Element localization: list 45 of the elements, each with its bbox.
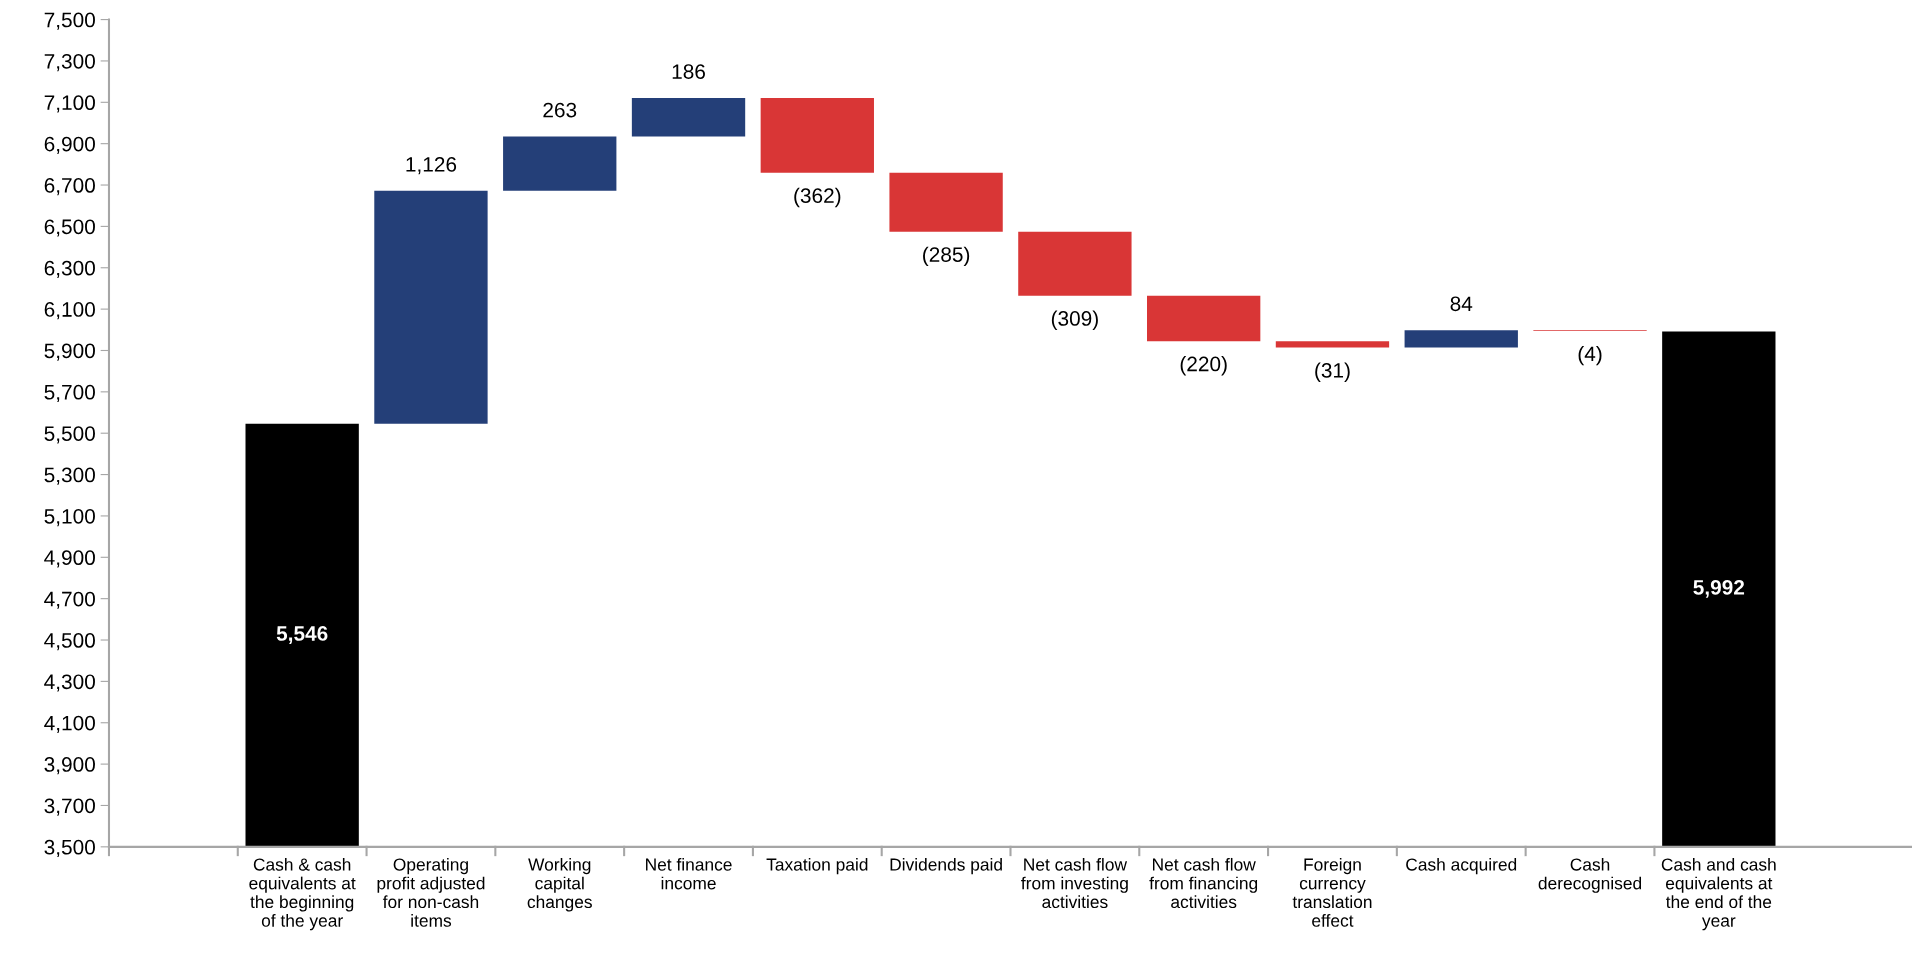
x-tick-label: Dividends paid xyxy=(890,857,1002,875)
data-label: (362) xyxy=(794,187,841,208)
y-tick-label: 4,300 xyxy=(44,674,95,692)
x-tick-label: Foreign currency translation effect xyxy=(1292,857,1372,927)
x-tick-label: Net cash flow from investing activities xyxy=(1021,857,1128,909)
x-tick-label: Cash & cash equivalents at the beginning of the year xyxy=(249,857,356,931)
y-tick-label: 4,700 xyxy=(44,591,95,609)
x-tick-label: Net finance income xyxy=(646,857,732,890)
y-tick-label: 4,500 xyxy=(44,633,95,651)
y-tick-label: 6,700 xyxy=(44,178,95,196)
data-label: (285) xyxy=(923,246,970,267)
x-tick-label: Operating profit adjusted for non-cash items xyxy=(377,857,485,927)
data-label: 186 xyxy=(672,64,705,79)
x-tick-label: Cash and cash equivalents at the end of the year xyxy=(1661,857,1776,931)
y-tick-label: 7,500 xyxy=(44,12,95,30)
y-tick-label: 6,100 xyxy=(44,302,95,320)
y-tick-label: 3,900 xyxy=(44,757,95,775)
y-tick-label: 7,100 xyxy=(44,95,95,113)
y-tick-label: 6,300 xyxy=(44,260,95,278)
data-label: (309) xyxy=(1051,310,1098,330)
data-label: (4) xyxy=(1578,345,1602,366)
data-label: 84 xyxy=(1450,296,1473,312)
data-label: 263 xyxy=(543,102,577,118)
y-tick-label: 4,900 xyxy=(44,550,95,568)
y-tick-label: 3,500 xyxy=(44,839,95,858)
data-label: 5,546 xyxy=(276,626,328,644)
y-tick-label: 6,900 xyxy=(44,136,95,154)
y-tick-label: 5,100 xyxy=(44,508,95,527)
x-tick-label: Working capital changes xyxy=(527,857,592,912)
x-tick-label: Cash acquired xyxy=(1406,857,1517,875)
y-tick-label: 5,700 xyxy=(44,384,95,403)
data-label: (31) xyxy=(1315,362,1350,382)
data-label: (220) xyxy=(1180,356,1227,376)
x-tick-label: Net cash flow from financing activities xyxy=(1149,857,1258,909)
y-tick-label: 5,900 xyxy=(44,343,95,361)
y-tick-label: 6,500 xyxy=(44,219,95,237)
y-tick-label: 7,300 xyxy=(44,53,95,72)
y-tick-label: 3,700 xyxy=(44,798,95,816)
y-tick-label: 4,100 xyxy=(44,715,95,733)
x-tick-label: Taxation paid xyxy=(766,857,868,875)
x-tick-label: Cash derecognised xyxy=(1538,857,1642,893)
data-label: 5,992 xyxy=(1693,579,1745,598)
y-tick-label: 5,300 xyxy=(44,467,95,485)
y-tick-label: 5,500 xyxy=(44,426,95,444)
data-label: 1,126 xyxy=(406,157,457,175)
